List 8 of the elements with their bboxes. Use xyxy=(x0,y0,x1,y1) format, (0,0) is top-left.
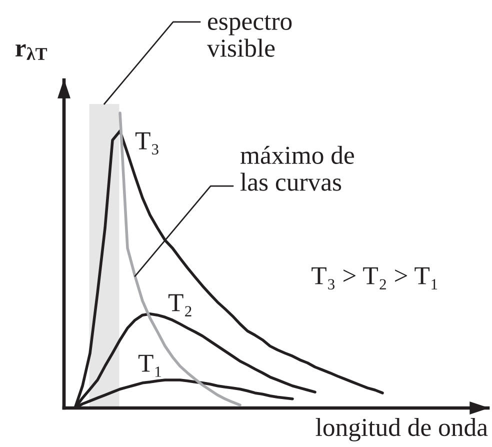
text: espectro visible xyxy=(207,15,292,57)
annotation: máximo de las curvas xyxy=(240,146,354,191)
x-axis-title: longitud de onda xyxy=(316,418,488,442)
series-label: T₃ xyxy=(135,132,158,155)
series-label: T₂ xyxy=(168,294,192,316)
series-label: T₁ xyxy=(138,354,161,377)
annotation: T₃ > T₂ > T₁ xyxy=(312,267,438,290)
y-axis-title: r$_{λT}$ xyxy=(16,44,48,60)
